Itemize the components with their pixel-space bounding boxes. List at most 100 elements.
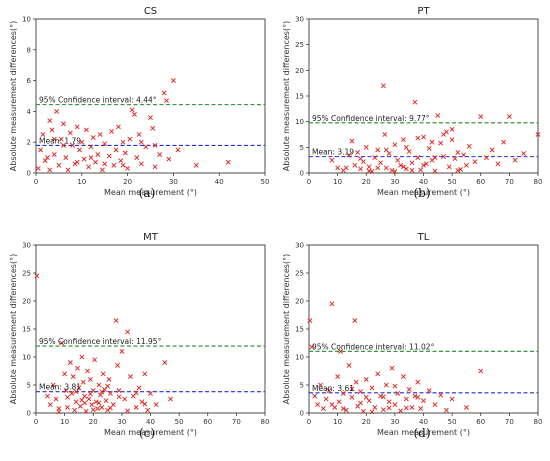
data-point-stroke [87,391,93,397]
data-point [363,394,369,400]
data-point [363,144,369,150]
data-point [478,368,484,374]
data-point [45,155,50,161]
data-point [153,402,159,408]
panel-title: PT [417,6,430,17]
data-point [82,393,88,399]
data-point [40,132,46,137]
data-point [87,391,93,397]
data-point-stroke [61,121,66,127]
data-point [495,161,501,167]
data-point-stroke [395,157,401,163]
data-point [403,396,409,402]
data-point-stroke [99,404,105,410]
data-point [326,388,332,394]
data-point-stroke [86,164,92,170]
data-point-stroke [495,161,501,167]
data-point [449,396,455,402]
x-tick-label: 20 [123,178,132,186]
data-point [67,130,73,136]
data-point-stroke [65,167,71,173]
data-point-stroke [366,164,372,170]
data-point-stroke [113,318,119,324]
data-point-stroke [125,165,131,171]
data-point [375,165,381,171]
data-point [421,398,426,404]
data-point-stroke [415,135,421,141]
data-point-stroke [120,139,126,145]
data-point [73,399,79,405]
data-point-stroke [366,168,372,174]
data-point-stroke [335,165,341,171]
data-point [392,169,398,174]
data-point [346,152,352,158]
data-point-stroke [381,83,386,89]
data-point-stroke [92,357,98,363]
data-point-stroke [161,90,167,96]
data-point [157,152,163,157]
x-tick-label: 70 [505,178,514,186]
data-point [170,78,176,84]
y-tick-label: 10 [295,118,304,126]
data-point-stroke [535,132,541,137]
data-point [142,401,148,407]
confidence-interval-annotation: 95% Confidence interval: 11.95° [39,337,162,346]
data-point-stroke [403,405,409,411]
data-point [472,159,478,165]
data-point-stroke [375,165,381,171]
data-point [438,392,444,398]
data-point [127,136,133,142]
panel-label: (a) [139,186,156,200]
data-point-stroke [432,402,438,408]
data-point [398,408,404,414]
data-point-stroke [521,151,527,156]
data-point-stroke [369,385,375,391]
data-point [102,141,108,147]
data-point-stroke [103,398,109,404]
data-point [122,150,128,156]
data-point-stroke [336,399,342,405]
data-point [88,155,94,161]
y-tick-label: 10 [22,16,31,24]
data-point [113,147,119,153]
data-point [366,168,372,174]
data-point-stroke [70,374,76,380]
data-point [99,389,105,395]
data-point-stroke [446,164,452,170]
data-point [369,385,375,391]
data-point [535,132,541,137]
x-tick-label: 40 [215,178,224,186]
data-point [90,135,96,140]
data-point-stroke [97,392,103,398]
data-point [109,129,114,134]
data-point-stroke [426,388,432,394]
data-point [93,159,98,165]
data-point-stroke [145,407,151,413]
data-point-stroke [349,138,355,144]
data-point-stroke [423,161,429,167]
data-point [383,147,389,153]
data-point-stroke [99,167,105,173]
data-point-stroke [340,406,346,411]
data-point-stroke [386,399,392,405]
y-tick-label: 25 [22,270,31,278]
data-point-stroke [74,124,80,130]
data-point-stroke [82,400,88,406]
data-point [358,400,363,406]
data-point-stroke [87,376,93,382]
data-point [35,165,41,171]
data-point [92,357,98,363]
panel-label: (b) [413,186,430,200]
data-point-stroke [142,371,148,377]
data-point-stroke [83,127,89,133]
y-tick-label: 20 [295,67,304,75]
y-tick-label: 10 [22,354,31,362]
data-point [51,136,57,142]
data-point-stroke [83,408,89,414]
data-point-stroke [318,382,323,388]
data-point-stroke [61,142,66,148]
data-point-stroke [346,362,352,368]
y-tick-label: 0 [27,410,31,418]
data-point [329,301,335,307]
data-point-stroke [115,362,120,368]
